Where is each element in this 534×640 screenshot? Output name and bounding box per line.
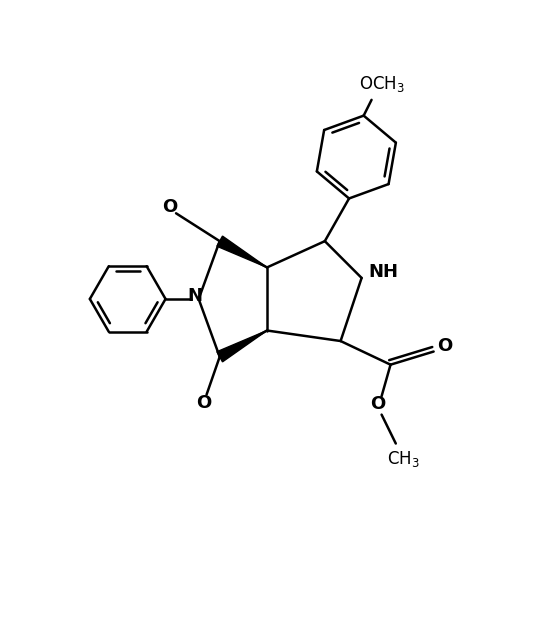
Text: N: N	[187, 287, 202, 305]
Text: O: O	[370, 395, 385, 413]
Text: OCH$_3$: OCH$_3$	[359, 74, 405, 94]
Text: O: O	[437, 337, 452, 355]
Text: CH$_3$: CH$_3$	[387, 449, 420, 469]
Text: O: O	[162, 198, 177, 216]
Polygon shape	[217, 236, 267, 268]
Polygon shape	[217, 330, 267, 362]
Text: O: O	[197, 394, 211, 412]
Text: NH: NH	[368, 262, 399, 280]
